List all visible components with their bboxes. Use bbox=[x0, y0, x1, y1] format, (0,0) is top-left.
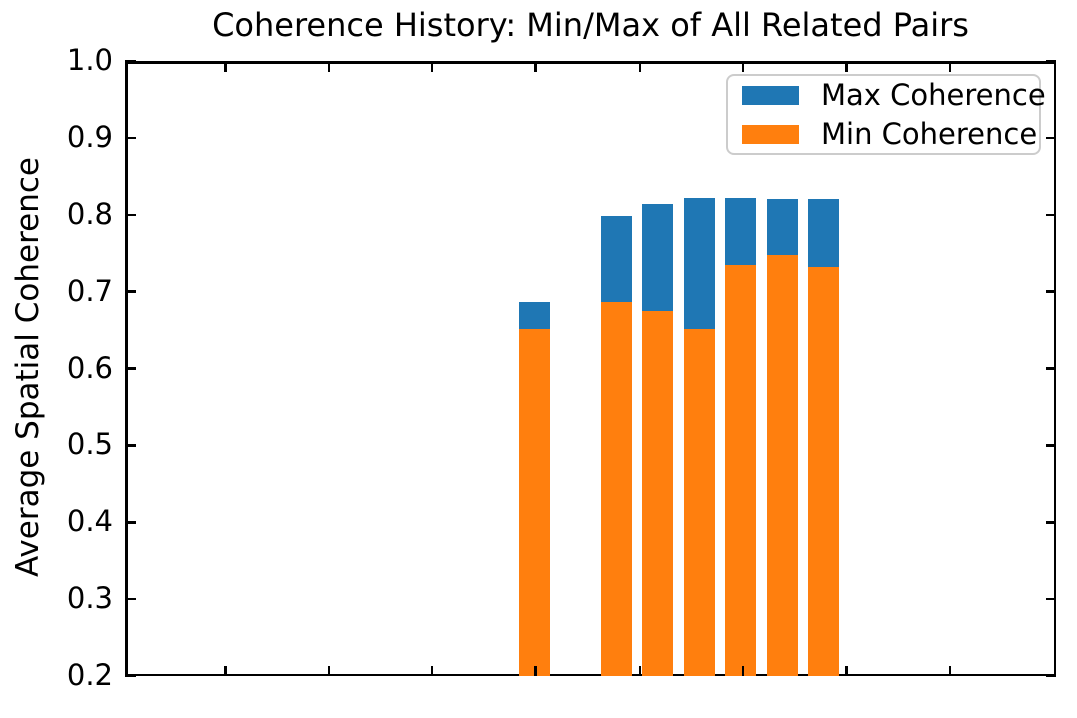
min-coherence-bar bbox=[642, 310, 674, 676]
bottom-spine bbox=[125, 673, 1056, 676]
x-tick-mark bbox=[430, 61, 434, 72]
y-tick-mark bbox=[125, 59, 136, 63]
x-tick-mark bbox=[845, 61, 848, 72]
y-tick-mark bbox=[1045, 597, 1056, 601]
y-tick-mark bbox=[125, 136, 136, 140]
legend-entry-max: Max Coherence bbox=[742, 80, 1046, 110]
x-tick-mark bbox=[224, 665, 227, 676]
x-tick-mark bbox=[948, 61, 952, 72]
legend-entry-min: Min Coherence bbox=[742, 119, 1037, 149]
y-tick-label: 0.9 bbox=[66, 119, 113, 154]
y-tick-label: 0.5 bbox=[66, 427, 113, 462]
y-tick-mark bbox=[125, 213, 136, 216]
y-tick-label: 0.6 bbox=[66, 350, 113, 385]
x-tick-mark bbox=[741, 61, 745, 72]
min-coherence-swatch bbox=[742, 124, 799, 144]
x-tick-mark bbox=[948, 665, 952, 676]
y-tick-mark bbox=[1045, 444, 1056, 447]
min-coherence-bar bbox=[601, 302, 633, 676]
y-axis-label: Average Spatial Coherence bbox=[10, 157, 46, 577]
y-tick-label: 0.2 bbox=[66, 657, 113, 692]
y-tick-label: 1.0 bbox=[66, 42, 113, 77]
x-tick-mark bbox=[327, 665, 331, 676]
y-tick-mark bbox=[125, 444, 136, 447]
plot-area bbox=[125, 59, 1056, 678]
min-coherence-bar bbox=[519, 328, 551, 676]
chart-title: Coherence History: Min/Max of All Relate… bbox=[212, 6, 969, 44]
legend-label-min: Min Coherence bbox=[821, 116, 1038, 151]
y-tick-mark bbox=[1045, 290, 1056, 293]
x-tick-mark bbox=[327, 61, 331, 72]
min-coherence-bar bbox=[766, 254, 798, 676]
y-tick-mark bbox=[125, 521, 136, 524]
min-coherence-bar bbox=[683, 328, 715, 676]
y-tick-mark bbox=[125, 367, 136, 370]
y-tick-mark bbox=[125, 674, 136, 678]
y-tick-mark bbox=[1045, 213, 1056, 216]
top-spine bbox=[125, 61, 1056, 64]
max-coherence-swatch bbox=[742, 85, 799, 105]
x-tick-mark bbox=[534, 61, 537, 72]
y-tick-mark bbox=[1045, 521, 1056, 524]
y-tick-label: 0.7 bbox=[66, 273, 113, 308]
legend: Max Coherence Min Coherence bbox=[726, 74, 1046, 155]
legend-label-max: Max Coherence bbox=[821, 77, 1046, 112]
x-tick-mark bbox=[224, 61, 227, 72]
x-tick-mark bbox=[430, 665, 434, 676]
y-tick-mark bbox=[125, 597, 136, 601]
x-tick-mark bbox=[638, 665, 642, 676]
x-tick-mark bbox=[741, 665, 745, 676]
x-tick-mark bbox=[638, 61, 642, 72]
y-tick-mark bbox=[1045, 367, 1056, 370]
min-coherence-bar bbox=[724, 265, 756, 676]
x-tick-mark bbox=[534, 665, 537, 676]
y-tick-label: 0.4 bbox=[66, 504, 113, 539]
min-coherence-bar bbox=[807, 267, 839, 676]
x-tick-mark bbox=[845, 665, 848, 676]
y-tick-label: 0.3 bbox=[66, 581, 113, 616]
y-tick-mark bbox=[1045, 136, 1056, 140]
y-tick-mark bbox=[1045, 674, 1056, 678]
y-tick-label: 0.8 bbox=[66, 196, 113, 231]
y-tick-mark bbox=[1045, 59, 1056, 63]
y-tick-mark bbox=[125, 290, 136, 293]
